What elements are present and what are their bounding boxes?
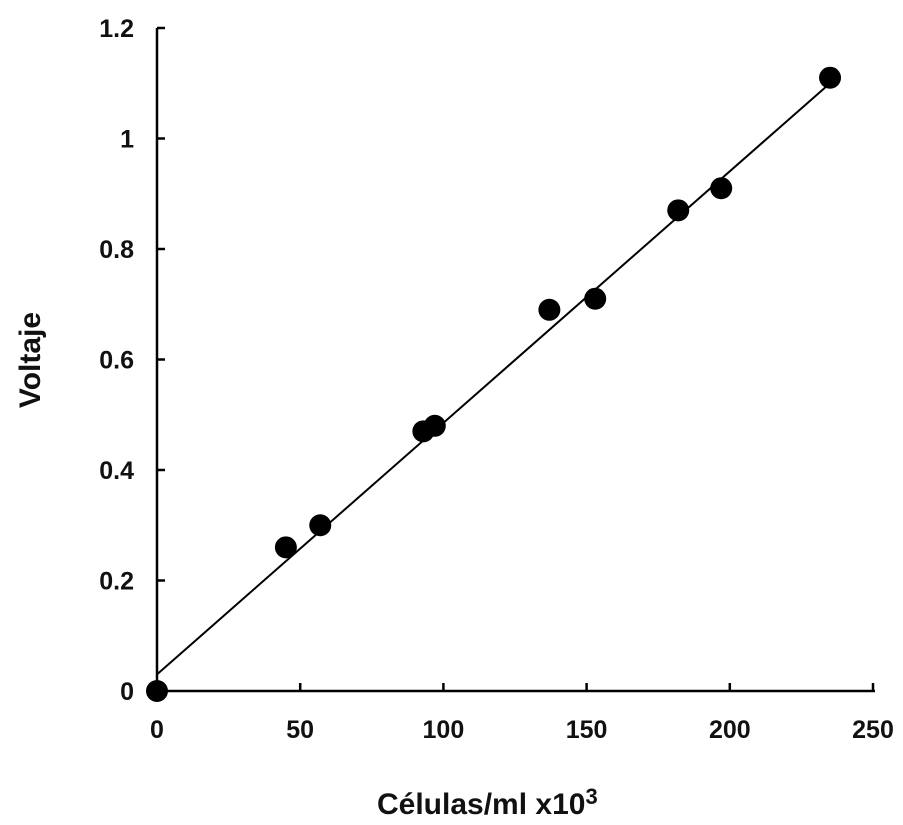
data-point xyxy=(274,536,297,559)
x-tick-label: 0 xyxy=(150,716,164,744)
data-point xyxy=(584,287,607,310)
data-point xyxy=(819,66,842,89)
y-tick-label: 1 xyxy=(120,126,134,154)
y-tick-label: 0.6 xyxy=(99,347,134,375)
data-point xyxy=(423,414,446,437)
data-point xyxy=(710,177,733,200)
data-point xyxy=(538,298,561,321)
y-tick-label: 0.2 xyxy=(99,568,134,596)
data-point xyxy=(667,199,690,222)
y-ticks: 0 0.2 0.4 0.6 0.8 1 1.2 xyxy=(99,15,165,706)
x-axis-title-superscript: 3 xyxy=(585,784,597,809)
y-axis-title: Voltaje xyxy=(14,312,47,408)
y-tick-label: 1.2 xyxy=(99,15,134,43)
trend-line xyxy=(156,82,831,676)
data-points xyxy=(146,66,842,702)
y-tick-label: 0.8 xyxy=(99,236,134,264)
x-tick-label: 200 xyxy=(709,716,751,744)
x-tick-label: 250 xyxy=(852,716,894,744)
y-tick-label: 0.4 xyxy=(99,457,134,485)
plot-area: 0 0.2 0.4 0.6 0.8 1 1.2 0 50 100 150 200 250 xyxy=(99,15,894,744)
y-tick-label: 0 xyxy=(120,678,134,706)
x-ticks: 0 50 100 150 200 250 xyxy=(150,683,894,744)
x-tick-label: 150 xyxy=(566,716,608,744)
x-axis-title-main: Células/ml x10 xyxy=(377,788,585,821)
data-point xyxy=(146,680,168,702)
data-point xyxy=(309,514,332,537)
x-tick-label: 100 xyxy=(423,716,465,744)
x-axis-title: Células/ml x103 xyxy=(377,784,598,821)
x-tick-label: 50 xyxy=(286,716,314,744)
